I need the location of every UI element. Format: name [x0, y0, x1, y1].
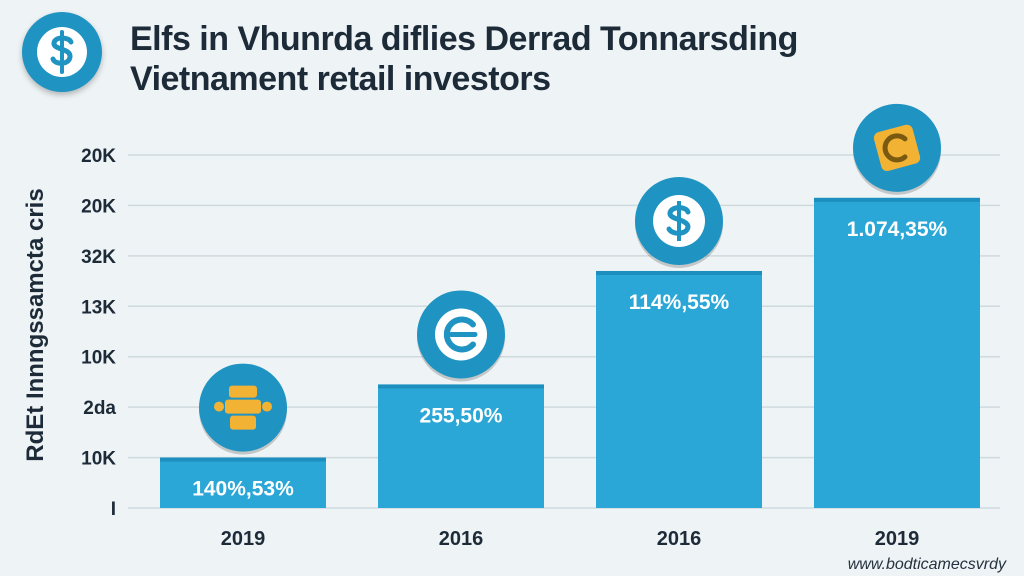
icon-glyph-mark [882, 133, 908, 163]
icon-glyph [873, 124, 921, 172]
watermark-text: www.bodticamecsvrdy [847, 556, 1006, 573]
bar-top-edge [378, 384, 544, 389]
chart-subtitle: Vietnament retail investors [130, 60, 551, 98]
dollar-icon [635, 176, 723, 268]
icon-glyph [230, 415, 256, 430]
chart-title: Elfs in Vhunrda diflies Derrad Tonnarsdi… [130, 20, 798, 58]
gold-cheque-icon [853, 103, 941, 195]
y-tick-label: 13K [81, 297, 116, 318]
chart-header: Elfs in Vhunrda diflies Derrad Tonnarsdi… [0, 0, 1024, 130]
gold-coin-stack-icon [199, 363, 287, 455]
data-label: 140%,53% [192, 478, 294, 501]
bar [814, 197, 980, 508]
icon-glyph [225, 399, 261, 414]
bar [160, 457, 326, 508]
x-tick-label: 2019 [875, 528, 920, 550]
icon-glyph [214, 401, 224, 412]
y-tick-label: 20K [81, 146, 116, 167]
bar [596, 270, 762, 508]
y-tick-label: 32K [81, 247, 116, 268]
data-label: 1.074,35% [847, 218, 948, 241]
y-tick-label: 20K [81, 196, 116, 217]
data-label: 255,50% [420, 404, 503, 427]
bar [378, 384, 544, 508]
data-label: 114%,55% [629, 291, 730, 314]
y-tick-label: 2da [83, 398, 116, 419]
x-tick-label: 2019 [221, 528, 266, 550]
x-tick-label: 2016 [439, 528, 484, 550]
bar-top-edge [596, 270, 762, 275]
bar-top-edge [814, 197, 980, 202]
euro-icon [417, 290, 505, 382]
icon-glyph [443, 316, 476, 353]
y-tick-label: 10K [81, 348, 116, 369]
icon-glyph [229, 385, 257, 398]
x-tick-label: 2016 [657, 528, 702, 550]
dollar-icon [22, 12, 102, 92]
bar-top-edge [160, 457, 326, 462]
y-tick-label: 10K [81, 449, 116, 470]
icon-glyph [262, 401, 272, 412]
y-tick-label: I [111, 499, 116, 520]
